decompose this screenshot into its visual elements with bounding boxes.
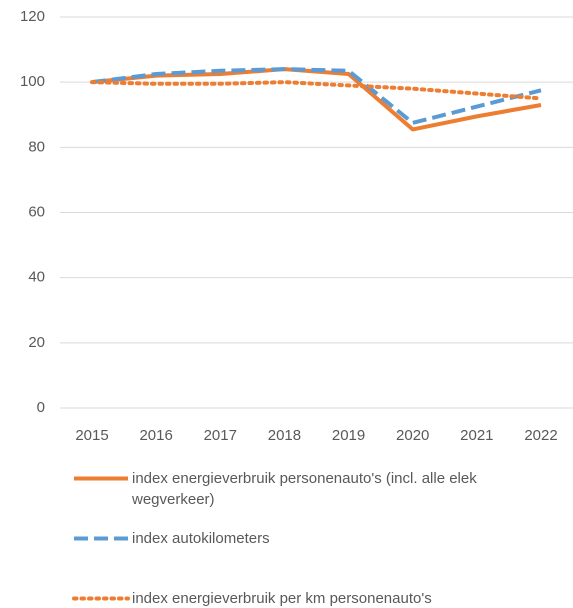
x-tick-label: 2018 (268, 427, 301, 444)
legend-swatch (74, 476, 128, 481)
legend-item: index energieverbruik per km personenaut… (72, 588, 552, 608)
x-tick-label: 2016 (139, 427, 172, 444)
legend-label: index autokilometers (132, 530, 270, 547)
y-tick-label: 0 (37, 399, 45, 416)
y-tick-label: 100 (20, 73, 45, 90)
y-tick-label: 80 (28, 138, 45, 155)
legend-swatch (74, 536, 128, 541)
y-tick-label: 120 (20, 8, 45, 25)
x-tick-label: 2017 (204, 427, 237, 444)
y-tick-label: 60 (28, 203, 45, 220)
x-tick-label: 2021 (460, 427, 493, 444)
series-line (91, 67, 542, 132)
series-line (90, 80, 543, 101)
legend-item: index energieverbruik personenauto's (in… (72, 468, 552, 510)
x-tick-label: 2020 (396, 427, 429, 444)
y-tick-label: 20 (28, 334, 45, 351)
x-tick-label: 2015 (75, 427, 108, 444)
series-line (91, 67, 542, 125)
legend-label: index energieverbruik per km personenaut… (132, 590, 432, 607)
x-tick-label: 2022 (524, 427, 557, 444)
chart: 0 20 40 60 80 100 120 2015 2016 2017 2018 2019 2020 2… (20, 8, 573, 444)
legend-label: index energieverbruik personenauto's (in… (132, 470, 477, 508)
legend-swatch (72, 596, 130, 601)
y-tick-label: 40 (28, 269, 45, 286)
x-tick-label: 2019 (332, 427, 365, 444)
legend-item: index autokilometers (72, 528, 552, 549)
